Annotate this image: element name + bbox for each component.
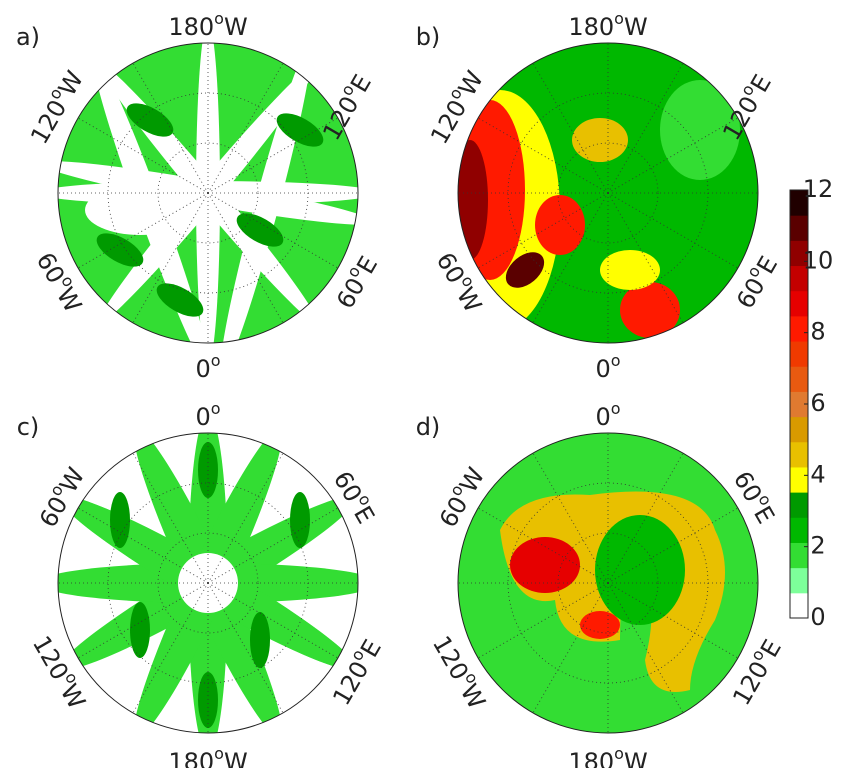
field-blob: [290, 492, 310, 548]
panel-label: a): [16, 23, 40, 51]
field-blob: [595, 515, 685, 625]
colorbar-tick-label: 8: [810, 318, 825, 346]
hemisphere: W: [624, 13, 648, 41]
colorbar-swatch: [790, 366, 808, 392]
longitude-number: 180: [568, 13, 614, 41]
degree-sign: o: [614, 744, 624, 763]
colorbar-tick-label: 6: [810, 389, 825, 417]
longitude-number: 120: [25, 95, 72, 149]
panel-label: c): [17, 413, 40, 441]
degree-sign: o: [614, 9, 624, 28]
hemisphere: W: [624, 748, 648, 768]
colorbar-swatch: [790, 341, 808, 367]
field-blob: [572, 118, 628, 162]
longitude-number: 60: [34, 492, 74, 532]
colorbar-swatch: [790, 442, 808, 468]
longitude-number: 0: [595, 403, 610, 431]
field-blob: [510, 537, 580, 593]
hemisphere: W: [51, 283, 87, 318]
field-blob: [452, 140, 488, 260]
longitude-label: 180oW: [568, 9, 647, 42]
hemisphere: W: [224, 13, 248, 41]
colorbar-tick-label: 2: [810, 532, 825, 560]
colorbar-swatch: [790, 215, 808, 241]
colorbar-swatch: [790, 568, 808, 594]
longitude-label: 0o: [195, 399, 220, 432]
hemisphere: W: [55, 679, 91, 714]
map-panel: [458, 433, 758, 733]
colorbar-swatch: [790, 316, 808, 342]
colorbar-swatch: [790, 517, 808, 543]
longitude-number: 120: [425, 95, 472, 149]
field-blob: [580, 611, 620, 639]
colorbar-swatch: [790, 593, 808, 619]
colorbar-swatch: [790, 417, 808, 443]
hemisphere: E: [348, 501, 380, 528]
longitude-number: 0: [595, 355, 610, 383]
longitude-number: 180: [168, 748, 214, 768]
longitude-label: 180oW: [568, 744, 647, 769]
hemisphere: W: [455, 679, 491, 714]
figure: a)180oW120oE60oE0o60oW120oWb)180oW120oE6…: [0, 0, 845, 768]
longitude-number: 180: [568, 748, 614, 768]
longitude-number: 60: [434, 492, 474, 532]
map-panel: [38, 413, 378, 753]
longitude-number: 180: [168, 13, 214, 41]
degree-sign: o: [211, 351, 221, 370]
longitude-number: 60: [331, 273, 371, 313]
longitude-label: 0o: [595, 351, 620, 384]
hemisphere: W: [224, 748, 248, 768]
longitude-number: 0: [195, 403, 210, 431]
field-blob: [130, 602, 150, 658]
colorbar-tick-label: 0: [810, 603, 825, 631]
longitude-number: 60: [731, 273, 771, 313]
colorbar-tick-label: 10: [803, 246, 834, 274]
field-blob: [110, 492, 130, 548]
degree-sign: o: [611, 399, 621, 418]
colorbar-tick-label: 4: [810, 460, 825, 488]
longitude-number: 0: [195, 355, 210, 383]
colorbar-tick-label: 12: [803, 175, 834, 203]
degree-sign: o: [211, 399, 221, 418]
longitude-label: 0o: [195, 351, 220, 384]
hemisphere: E: [748, 501, 780, 528]
map-panel: [38, 23, 378, 377]
field-blob: [600, 250, 660, 290]
panel-label: d): [416, 413, 441, 441]
longitude-label: 180oW: [168, 744, 247, 769]
hemisphere: W: [451, 283, 487, 318]
degree-sign: o: [214, 9, 224, 28]
panel-label: b): [416, 23, 441, 51]
colorbar-swatch: [790, 492, 808, 518]
degree-sign: o: [611, 351, 621, 370]
field-blob: [250, 612, 270, 668]
field-blob: [535, 195, 585, 255]
longitude-label: 0o: [595, 399, 620, 432]
colorbar-swatch: [790, 291, 808, 317]
longitude-label: 180oW: [168, 9, 247, 42]
field-gap: [85, 185, 195, 235]
degree-sign: o: [214, 744, 224, 763]
map-panel: [440, 43, 758, 343]
colorbar-swatch: [790, 467, 808, 493]
